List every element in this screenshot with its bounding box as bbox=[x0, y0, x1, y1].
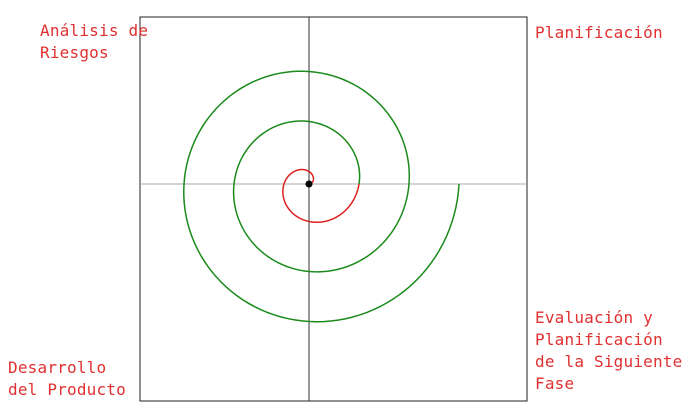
quadrant-label-planning: Planificación bbox=[535, 23, 663, 42]
spiral-inner-turn bbox=[282, 168, 360, 224]
spiral-outer-turn bbox=[183, 70, 460, 323]
quadrant-label-product-development: Desarrollo del Producto bbox=[8, 358, 126, 399]
quadrant-label-risk-analysis: Análisis de Riesgos bbox=[40, 21, 149, 62]
spiral-center-dot bbox=[305, 180, 313, 188]
quadrant-label-evaluation: Evaluación y Planificación de la Siguien… bbox=[535, 308, 683, 393]
diagram-frame bbox=[139, 16, 528, 402]
